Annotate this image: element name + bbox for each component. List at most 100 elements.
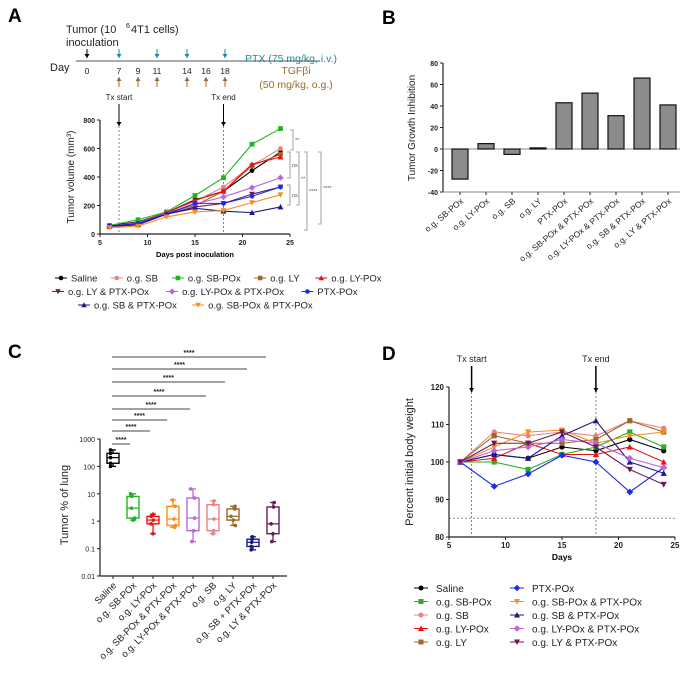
legend-label: o.g. SB-POx & PTX-POx (532, 598, 642, 609)
data-point (525, 466, 531, 473)
y-tick-label: -20 (428, 169, 438, 176)
data-point (172, 517, 176, 521)
significance-label: **** (163, 375, 174, 382)
data-point (220, 188, 227, 194)
legend-marker (58, 275, 64, 281)
x-tick-label: 10 (144, 240, 152, 247)
significance-bracket (287, 151, 291, 179)
legend-label: o.g. SB-POx (436, 598, 492, 609)
data-point (626, 454, 634, 462)
data-point (269, 522, 273, 526)
ptx-dose-arrow-head (184, 54, 190, 58)
y-tick-label: 0.1 (85, 547, 95, 554)
data-point (128, 492, 133, 496)
data-point (627, 429, 633, 435)
data-point (233, 507, 237, 511)
y-tick-label: 0 (91, 232, 95, 239)
legend-label: o.g. LY-POx (331, 274, 381, 285)
significance-label: **** (116, 437, 127, 444)
x-axis-label: Days post inoculation (156, 250, 234, 259)
significance-bracket (290, 129, 294, 151)
tx_start-label: Tx start (106, 93, 133, 102)
panel-label-B: B (382, 8, 396, 29)
data-point (558, 451, 566, 459)
data-point (660, 481, 667, 488)
box (186, 497, 200, 532)
legend-label: o.g. SB (127, 274, 158, 285)
data-point (491, 455, 498, 461)
data-point (626, 466, 633, 473)
legend-marker (114, 275, 120, 281)
data-point (149, 522, 153, 526)
legend-marker (418, 625, 424, 631)
timeline-day: 16 (201, 66, 211, 76)
legend-marker (305, 289, 310, 294)
legend-label: o.g. SB-POx & PTX-POx (208, 301, 313, 312)
data-point (278, 126, 283, 131)
data-point (490, 482, 498, 490)
bar (555, 102, 573, 150)
data-point (626, 458, 633, 465)
tx_end-arrow-head (593, 388, 599, 392)
data-point (525, 455, 532, 461)
data-point (221, 184, 226, 190)
data-point (248, 184, 256, 191)
legend-label: o.g. LY & PTX-POx (68, 287, 149, 298)
data-point (278, 146, 283, 151)
legend-marker (514, 599, 520, 605)
data-point (192, 200, 198, 206)
data-point (229, 514, 233, 519)
data-point (558, 429, 566, 436)
timeline-title: Tumor (10 (66, 24, 116, 36)
significance-label: **** (146, 402, 157, 409)
legend-label: o.g. LY & PTX-POx (532, 638, 617, 649)
legend-label: o.g. SB-POx (188, 274, 241, 285)
legend-label: Saline (71, 274, 97, 285)
data-point (151, 531, 155, 536)
data-point (660, 464, 668, 472)
y-axis-label: Tumor % of lung (59, 465, 71, 545)
legend-marker (418, 639, 424, 645)
data-point (661, 444, 667, 450)
data-point (108, 448, 113, 452)
legend-marker (257, 275, 263, 281)
timeline-day: 11 (153, 66, 162, 76)
bar (633, 77, 651, 150)
data-point (189, 539, 194, 544)
data-point (132, 516, 137, 520)
series-line (109, 156, 281, 227)
legend-marker (514, 612, 520, 618)
data-point (221, 175, 226, 181)
ptx-dose-arrow-head (154, 54, 160, 58)
legend-marker (418, 612, 424, 618)
data-point (592, 458, 600, 466)
inoculation-arrow-head (84, 54, 90, 58)
data-point (249, 168, 255, 173)
significance-bracket (318, 151, 322, 225)
x-tick-label: 10 (501, 541, 510, 550)
tgf-dose-arrow-head (154, 77, 160, 81)
legend-label: o.g. LY (270, 274, 300, 285)
data-point (524, 470, 532, 478)
ptx-label: PTX (75 mg/kg, i.v.) (245, 53, 337, 65)
data-point (151, 518, 155, 522)
timeline-day: 14 (182, 66, 192, 76)
data-point (212, 499, 216, 503)
y-tick-label: 600 (83, 147, 95, 154)
y-tick-label: 0.01 (81, 574, 95, 581)
legend-label: Saline (436, 584, 464, 595)
data-point (173, 523, 178, 528)
data-point (221, 200, 226, 206)
data-point (558, 436, 566, 443)
x-tick-label: 25 (286, 240, 294, 247)
legend-label: o.g. LY-POx (436, 625, 489, 636)
data-point (660, 429, 667, 436)
data-point (231, 518, 235, 522)
significance-label: ns (292, 163, 298, 169)
data-point (192, 193, 198, 198)
y-tick-label: 1 (91, 519, 95, 526)
data-point (191, 528, 196, 533)
data-point (525, 433, 531, 439)
data-point (249, 548, 253, 552)
significance-label: **** (309, 189, 318, 195)
